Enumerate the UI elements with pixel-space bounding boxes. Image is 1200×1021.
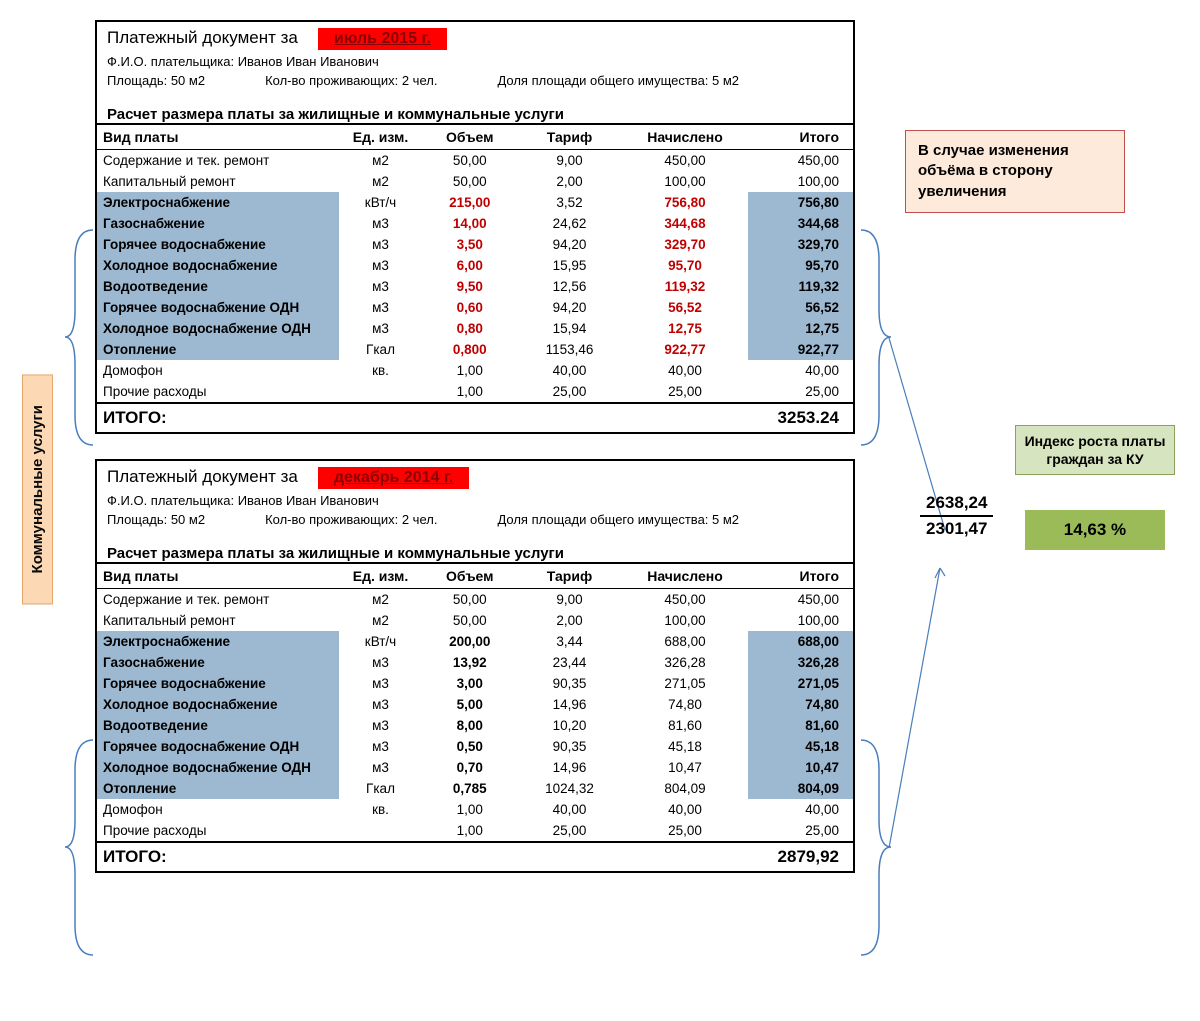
doc-title: Платежный документ за	[107, 28, 298, 48]
table-row: Холодное водоснабжение ОДНм30,8015,9412,…	[97, 318, 853, 339]
share-info: Доля площади общего имущества: 5 м2	[497, 512, 739, 527]
payer-name: Ф.И.О. плательщика: Иванов Иван Иванович	[107, 54, 843, 69]
doc-period: декабрь 2014 г.	[318, 467, 469, 489]
table-row: Водоотведением38,0010,2081,6081,60	[97, 715, 853, 736]
table-row: Холодное водоснабжением35,0014,9674,8074…	[97, 694, 853, 715]
section-title: Расчет размера платы за жилищные и комму…	[97, 545, 853, 562]
documents-column: Платежный документ за июль 2015 г. Ф.И.О…	[95, 20, 855, 898]
table-row: Холодное водоснабжение ОДНм30,7014,9610,…	[97, 757, 853, 778]
table-row: ЭлектроснабжениекВт/ч215,003,52756,80756…	[97, 192, 853, 213]
table-row: Горячее водоснабжением33,0090,35271,0527…	[97, 673, 853, 694]
page: Коммунальные услуги Платежный документ з…	[10, 20, 1190, 898]
brace-icon	[65, 230, 95, 445]
table-row: Прочие расходы1,0025,0025,0025,00	[97, 820, 853, 842]
fraction-numerator: 2638,24	[920, 493, 993, 517]
table-row: Газоснабжением313,9223,44326,28326,28	[97, 652, 853, 673]
bill-table-1: Вид платы Ед. изм. Объем Тариф Начислено…	[97, 123, 853, 432]
table-row: Водоотведением39,5012,56119,32119,32	[97, 276, 853, 297]
fraction-denominator: 2301,47	[920, 517, 993, 539]
total-row: ИТОГО: 2879,92	[97, 842, 853, 871]
area-info: Площадь: 50 м2	[107, 73, 205, 88]
brace-icon	[65, 740, 95, 955]
payer-name: Ф.И.О. плательщика: Иванов Иван Иванович	[107, 493, 843, 508]
table-row: Горячее водоснабжение ОДНм30,6094,2056,5…	[97, 297, 853, 318]
table-row: Горячее водоснабжением33,5094,20329,7032…	[97, 234, 853, 255]
section-title: Расчет размера платы за жилищные и комму…	[97, 106, 853, 123]
communal-services-label: Коммунальные услуги	[22, 374, 53, 604]
doc-title: Платежный документ за	[107, 467, 298, 487]
share-info: Доля площади общего имущества: 5 м2	[497, 73, 739, 88]
table-header-row: Вид платы Ед. изм. Объем Тариф Начислено…	[97, 563, 853, 589]
ratio-fraction: 2638,24 2301,47	[920, 493, 993, 539]
table-row: Газоснабжением314,0024,62344,68344,68	[97, 213, 853, 234]
table-row: Содержание и тек. ремонтм250,009,00450,0…	[97, 150, 853, 172]
table-row: Капитальный ремонтм250,002,00100,00100,0…	[97, 610, 853, 631]
table-row: Домофонкв.1,0040,0040,0040,00	[97, 799, 853, 820]
bill-july-2015: Платежный документ за июль 2015 г. Ф.И.О…	[95, 20, 855, 434]
table-row: Прочие расходы1,0025,0025,0025,00	[97, 381, 853, 403]
table-row: ОтоплениеГкал0,7851024,32804,09804,09	[97, 778, 853, 799]
left-label-area: Коммунальные услуги	[10, 200, 65, 778]
table-header-row: Вид платы Ед. изм. Объем Тариф Начислено…	[97, 124, 853, 150]
bill-table-2: Вид платы Ед. изм. Объем Тариф Начислено…	[97, 562, 853, 871]
bill-december-2014: Платежный документ за декабрь 2014 г. Ф.…	[95, 459, 855, 873]
table-row: ЭлектроснабжениекВт/ч200,003,44688,00688…	[97, 631, 853, 652]
index-title: Индекс роста платы граждан за КУ	[1015, 425, 1175, 475]
residents-info: Кол-во проживающих: 2 чел.	[265, 512, 437, 527]
doc-period: июль 2015 г.	[318, 28, 447, 50]
table-row: Холодное водоснабжением36,0015,9595,7095…	[97, 255, 853, 276]
table-row: Домофонкв.1,0040,0040,0040,00	[97, 360, 853, 381]
table-row: ОтоплениеГкал0,8001153,46922,77922,77	[97, 339, 853, 360]
table-row: Горячее водоснабжение ОДНм30,5090,3545,1…	[97, 736, 853, 757]
table-row: Содержание и тек. ремонтм250,009,00450,0…	[97, 589, 853, 611]
total-row: ИТОГО: 3253.24	[97, 403, 853, 432]
area-info: Площадь: 50 м2	[107, 512, 205, 527]
table-row: Капитальный ремонтм250,002,00100,00100,0…	[97, 171, 853, 192]
residents-info: Кол-во проживающих: 2 чел.	[265, 73, 437, 88]
volume-change-note: В случае изменения объёма в сторону увел…	[905, 130, 1125, 213]
index-value: 14,63 %	[1025, 510, 1165, 550]
right-panel: В случае изменения объёма в сторону увел…	[895, 20, 1185, 539]
